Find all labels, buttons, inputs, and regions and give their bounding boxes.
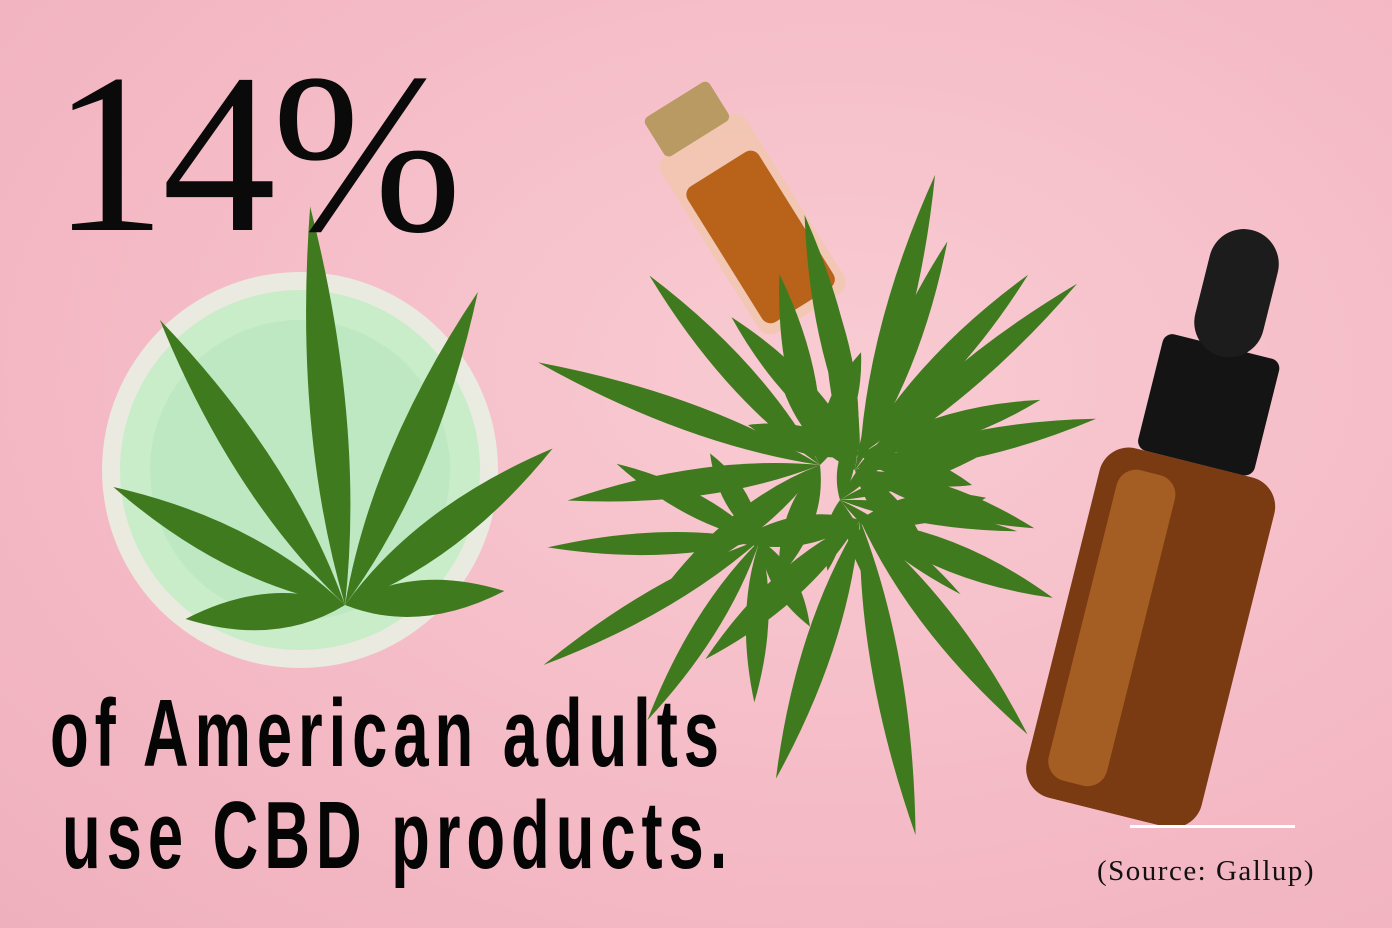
leaflet bbox=[840, 499, 1018, 532]
leaflet bbox=[306, 206, 351, 605]
leaflet bbox=[113, 486, 345, 605]
leaflet bbox=[840, 500, 961, 595]
leaflet bbox=[159, 319, 345, 605]
leaflet bbox=[760, 540, 810, 627]
dropper-bottle bbox=[1026, 229, 1280, 828]
leaflet bbox=[840, 500, 884, 609]
leaflet bbox=[745, 540, 769, 703]
leaflet bbox=[824, 500, 844, 571]
leaflet bbox=[859, 520, 916, 836]
leaflet bbox=[649, 275, 820, 465]
leaflet bbox=[860, 520, 1053, 598]
leaflet bbox=[547, 531, 760, 556]
leaflet bbox=[538, 362, 820, 465]
leaflet bbox=[860, 274, 1029, 455]
leaflet bbox=[543, 540, 760, 665]
leaflet bbox=[647, 540, 760, 721]
leaflet bbox=[855, 241, 948, 470]
leaflet bbox=[345, 292, 478, 605]
caption-line-2: use CBD products. bbox=[62, 782, 734, 889]
leaflet bbox=[710, 453, 760, 540]
leaflet bbox=[860, 399, 1041, 456]
source-credit: (Source: Gallup) bbox=[1097, 855, 1316, 887]
leaflet bbox=[185, 593, 345, 631]
headline-stat: 14% bbox=[52, 28, 462, 280]
leaflet bbox=[855, 418, 1097, 471]
leaflet bbox=[345, 579, 505, 617]
leaflet bbox=[567, 462, 820, 502]
leaflet bbox=[826, 283, 859, 470]
leaflet bbox=[775, 520, 860, 779]
leaflet bbox=[616, 463, 760, 540]
leaflet bbox=[840, 413, 919, 500]
caption-line-1: of American adults bbox=[50, 680, 725, 787]
divider-line bbox=[1130, 825, 1295, 828]
leaflet bbox=[780, 381, 855, 470]
hemp-leaves bbox=[113, 174, 1097, 836]
small-oil-vial bbox=[644, 81, 846, 335]
leaflet bbox=[860, 520, 1028, 735]
leaflet bbox=[836, 429, 856, 500]
leaflet bbox=[840, 452, 986, 500]
leaflet bbox=[345, 448, 553, 605]
